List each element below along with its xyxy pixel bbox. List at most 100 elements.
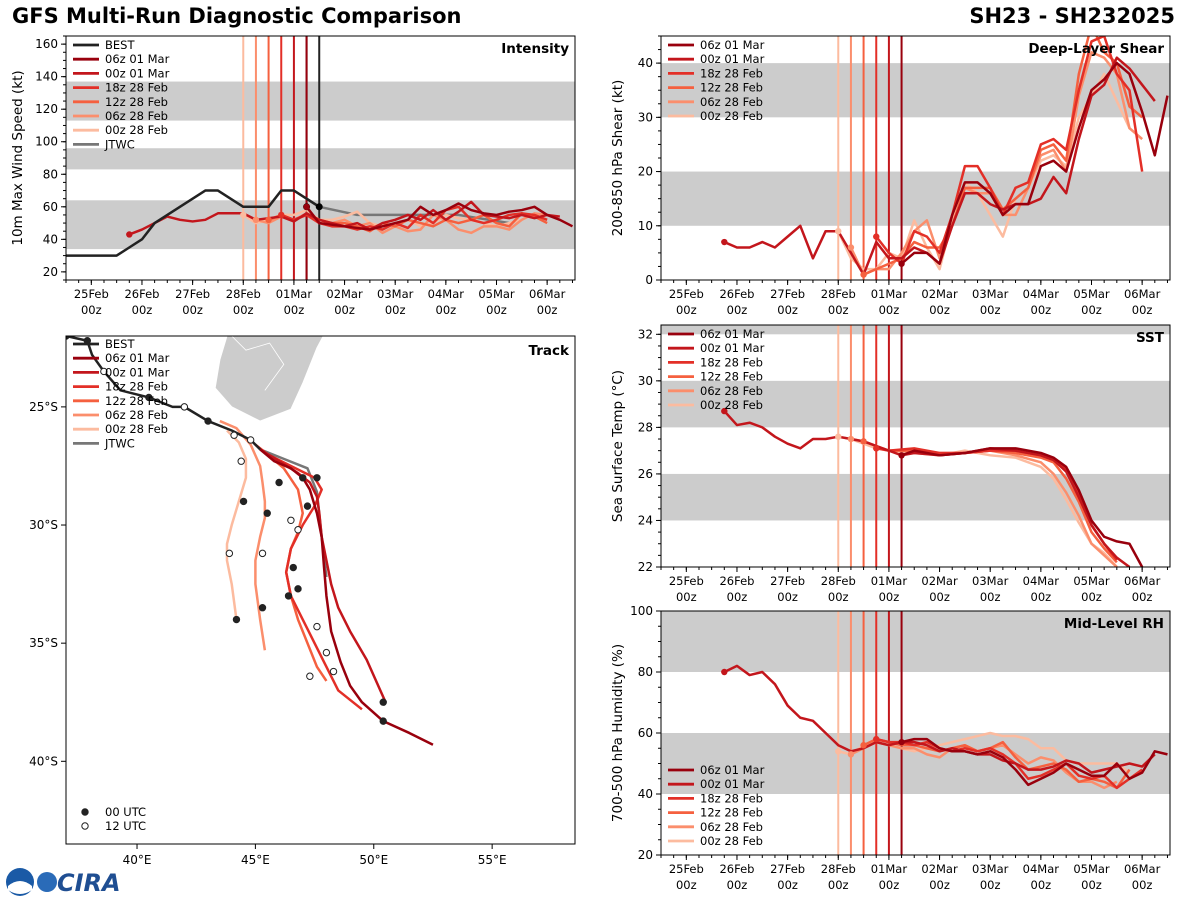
rh-panel-title: Mid-Level RH: [1064, 616, 1164, 632]
cira-emblem: [37, 872, 57, 892]
shear-xtick-hour-02mar: 00z: [929, 303, 950, 317]
rh-legend-label-12z-28-feb: 12z 28 Feb: [700, 806, 763, 820]
rh-panel: 20 40 60 80 100 25Feb 00z 26Feb 00z 27Feb 00z 28Feb…: [610, 604, 1171, 892]
sst-xtick-hour-27feb: 00z: [777, 590, 798, 604]
rh-xtick-hour-01mar: 00z: [879, 878, 900, 892]
sst-ytick-label-30: 30: [638, 374, 653, 388]
rh-ylabel: 700-500 hPa Humidity (%): [610, 644, 626, 822]
track-series-00z-28-feb: [225, 429, 248, 620]
intensity-xtick-hour-01mar: 00z: [284, 303, 305, 317]
sst-series-00z-28-feb: [838, 435, 1118, 567]
rh-xtick-hour-25feb: 00z: [676, 878, 697, 892]
intensity-xtick-label-27feb: 27Feb: [175, 287, 210, 301]
intensity-init-point-06z-28-feb: [252, 216, 260, 224]
rh-xtick-hour-05mar: 00z: [1081, 878, 1102, 892]
shear-ytick-label-40: 40: [638, 56, 653, 70]
rh-xtick-hour-02mar: 00z: [929, 878, 950, 892]
intensity-ytick-label-140: 140: [35, 70, 58, 84]
sst-ytick-label-26: 26: [638, 467, 653, 481]
track-marker-12z-28-feb-1: [294, 526, 302, 534]
sst-xtick-label-05mar: 05Mar: [1073, 574, 1110, 588]
shear-ytick-label-20: 20: [638, 165, 653, 179]
rh-xtick-label-27feb: 27Feb: [770, 862, 805, 876]
sst-band-1: [661, 380, 1170, 428]
intensity-xtick-hour-03mar: 00z: [385, 303, 406, 317]
intensity-legend-label-jtwc: JTWC: [104, 137, 135, 151]
rh-legend-label-18z-28-feb: 18z 28 Feb: [700, 791, 763, 805]
intensity-xtick-label-25feb: 25Feb: [74, 287, 109, 301]
track-marker-18z-28-feb-2: [294, 585, 302, 593]
intensity-ytick-label-100: 100: [35, 135, 58, 149]
track-axes-frame: [65, 335, 576, 845]
sst-xtick-label-26feb: 26Feb: [719, 574, 754, 588]
sst-xtick-hour-03mar: 00z: [980, 590, 1001, 604]
rh-ytick-label-40: 40: [638, 787, 653, 801]
shear-legend-label-00z-01-mar: 00z 01 Mar: [700, 52, 765, 66]
rh-band-1: [661, 611, 1170, 672]
track-marker-00z-28-feb-1: [225, 549, 234, 558]
shear-init-point-06z-28-feb: [847, 244, 855, 251]
shear-xtick-label-02mar: 02Mar: [921, 287, 958, 301]
intensity-init-point-18z-28-feb: [278, 211, 285, 219]
shear-xtick-hour-03mar: 00z: [980, 303, 1001, 317]
sst-ytick-label-32: 32: [638, 327, 653, 341]
track-marker-best-2: [100, 367, 108, 376]
intensity-init-point-00z-28-feb: [240, 211, 247, 219]
track-marker-best-6: [246, 436, 255, 444]
track-plot-background: [66, 336, 575, 844]
track-marker-00z-28-feb-2: [232, 615, 241, 624]
intensity-xtick-label-01mar: 01Mar: [276, 287, 313, 301]
shear-xtick-label-26feb: 26Feb: [719, 287, 754, 301]
track-xtick-label-40: 40°E: [123, 853, 152, 867]
sst-xtick-label-04mar: 04Mar: [1023, 574, 1060, 588]
track-marker-18z-28-feb-0: [275, 478, 283, 487]
sst-ylabel: Sea Surface Temp (°C): [610, 370, 626, 522]
shear-xtick-hour-06mar: 00z: [1132, 303, 1153, 317]
shear-xtick-label-06mar: 06Mar: [1124, 287, 1161, 301]
rh-xtick-hour-26feb: 00z: [727, 878, 748, 892]
shear-init-point-12z-28-feb: [860, 271, 867, 278]
sst-band-0: [661, 473, 1170, 521]
track-xtick-label-50: 50°E: [359, 853, 388, 867]
intensity-xtick-hour-04mar: 00z: [436, 303, 457, 317]
track-marker-legend-00-utc-symbol: [81, 808, 89, 816]
rh-ytick-label-100: 100: [630, 604, 653, 618]
rh-init-point-12z-28-feb: [860, 742, 867, 749]
intensity-legend-label-12z-28-feb: 12z 28 Feb: [105, 95, 168, 109]
intensity-band-1: [66, 148, 575, 170]
track-marker-06z-01-mar-0: [299, 474, 307, 482]
track-marker-00z-28-feb-3: [230, 431, 238, 439]
rh-init-point-06z-28-feb: [847, 751, 855, 758]
intensity-xtick-hour-02mar: 00z: [334, 303, 355, 317]
shear-legend-label-12z-28-feb: 12z 28 Feb: [700, 81, 763, 95]
sst-legend-label-06z-28-feb: 06z 28 Feb: [700, 384, 763, 398]
shear-panel-title: Deep-Layer Shear: [1028, 41, 1164, 57]
intensity-ytick-label-160: 160: [35, 37, 58, 51]
shear-xtick-hour-01mar: 00z: [879, 303, 900, 317]
intensity-series-best: [66, 189, 320, 257]
sst-xtick-label-01mar: 01Mar: [871, 574, 908, 588]
track-marker-12z-28-feb-0: [287, 516, 295, 524]
sst-xtick-hour-05mar: 00z: [1081, 590, 1102, 604]
sst-ytick-label-28: 28: [638, 420, 653, 434]
track-marker-12z-28-feb-4: [306, 672, 314, 680]
track-marker-12z-28-feb-2: [313, 622, 321, 631]
intensity-xtick-hour-28feb: 00z: [233, 303, 254, 317]
rh-legend-label-00z-01-mar: 00z 01 Mar: [700, 777, 765, 791]
rh-init-point-00z-28-feb: [835, 748, 842, 755]
sst-legend-label-06z-01-mar: 06z 01 Mar: [700, 327, 765, 341]
shear-init-point-00z-28-feb: [835, 228, 842, 235]
shear-xtick-hour-25feb: 00z: [676, 303, 697, 317]
sst-panel: 22 24 26 28 30 32 25Feb 00z 26Feb 00z 27Feb 00z 28Fe…: [610, 324, 1171, 604]
intensity-panel: 20 40 60 80 100 120 140 160 25Feb 00z 26Feb 00z 27Fe…: [10, 35, 576, 317]
rh-series-06z-01-mar: [901, 737, 1168, 787]
track-marker-legend-12-utc: 12 UTC: [105, 819, 146, 833]
shear-xtick-label-27feb: 27Feb: [770, 287, 805, 301]
rh-xtick-label-06mar: 06Mar: [1124, 862, 1161, 876]
sst-init-point-00z-01-mar: [721, 407, 728, 415]
track-marker-legend-12-utc-symbol: [81, 822, 89, 830]
sst-xtick-hour-25feb: 00z: [676, 590, 697, 604]
intensity-ytick-label-120: 120: [35, 102, 58, 116]
track-marker-00z-01-mar-2: [379, 698, 387, 706]
shear-xtick-label-05mar: 05Mar: [1073, 287, 1110, 301]
